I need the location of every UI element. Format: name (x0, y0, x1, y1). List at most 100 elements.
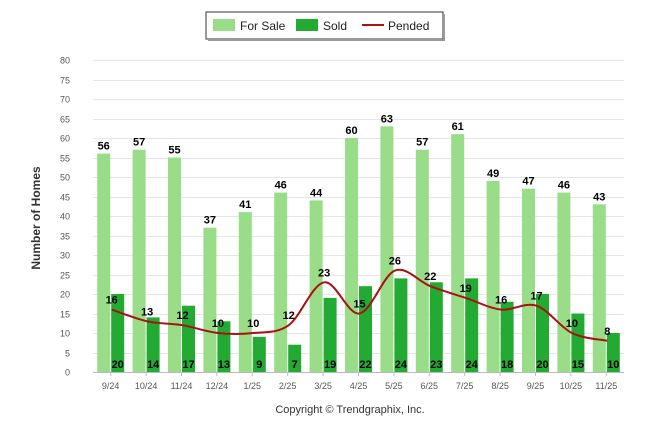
bar-for-sale (451, 134, 465, 372)
legend-box-shadow-bottom (208, 39, 445, 41)
y-tick-label: 60 (60, 134, 70, 144)
bar-for-sale (380, 126, 394, 372)
label-sold: 7 (292, 359, 298, 371)
bar-sold (394, 278, 408, 372)
x-tick-label: 11/24 (171, 381, 193, 391)
label-for-sale: 63 (381, 113, 393, 125)
x-tick-label: 4/25 (350, 381, 368, 391)
legend-swatch-for-sale (213, 19, 235, 31)
label-sold: 20 (536, 359, 548, 371)
bar-for-sale (592, 204, 606, 372)
bar-for-sale (274, 192, 288, 372)
label-pended: 23 (318, 267, 330, 279)
y-axis-label: Number of Homes (29, 166, 43, 270)
bar-for-sale (522, 188, 535, 372)
label-for-sale: 46 (558, 180, 570, 192)
x-tick-label: 9/25 (527, 381, 545, 391)
label-pended: 15 (353, 299, 365, 311)
bar-sold (500, 301, 514, 372)
legend-label-pended: Pended (388, 19, 429, 33)
y-tick-label: 20 (60, 290, 70, 300)
label-sold: 19 (324, 359, 336, 371)
label-pended: 10 (247, 318, 259, 330)
label-pended: 8 (604, 326, 610, 338)
label-for-sale: 60 (345, 125, 357, 137)
x-tick-label: 1/25 (244, 381, 262, 391)
label-for-sale: 57 (416, 137, 428, 149)
label-for-sale: 56 (98, 141, 110, 153)
bars (97, 126, 620, 372)
pended-series-line (111, 268, 608, 342)
label-sold: 20 (112, 359, 124, 371)
label-sold: 14 (147, 359, 160, 371)
x-tick-label: 5/25 (385, 381, 403, 391)
x-tick-label: 8/25 (491, 381, 509, 391)
label-for-sale: 61 (452, 121, 464, 133)
y-tick-label: 70 (60, 95, 70, 105)
label-pended: 26 (389, 256, 401, 268)
x-tick-label: 7/25 (456, 381, 474, 391)
label-sold: 18 (501, 359, 513, 371)
label-for-sale: 44 (310, 187, 323, 199)
label-pended: 12 (176, 310, 188, 322)
grid-lines (93, 60, 624, 373)
x-tick-label: 12/24 (206, 381, 229, 391)
label-pended: 13 (141, 306, 153, 318)
y-tick-label: 25 (60, 271, 70, 281)
label-for-sale: 46 (275, 180, 287, 192)
label-sold: 22 (359, 359, 371, 371)
legend-swatch-sold (296, 19, 318, 31)
label-for-sale: 37 (204, 215, 216, 227)
label-sold: 9 (256, 359, 262, 371)
label-for-sale: 55 (168, 145, 180, 157)
pended-line (111, 268, 608, 342)
label-pended: 16 (106, 295, 118, 307)
y-tick-label: 5 (65, 349, 70, 359)
bar-for-sale (557, 192, 571, 372)
label-sold: 15 (572, 359, 584, 371)
legend: For Sale Sold Pended (205, 11, 445, 41)
y-tick-label: 30 (60, 251, 70, 261)
x-tick-label: 6/25 (421, 381, 439, 391)
bar-sold (323, 297, 337, 372)
bar-sold (606, 333, 620, 372)
x-tick-label: 11/25 (595, 381, 617, 391)
bar-sold (182, 305, 195, 372)
y-tick-label: 40 (60, 212, 70, 222)
y-tick-label: 80 (60, 56, 70, 66)
label-pended: 19 (460, 283, 472, 295)
y-axis-ticks: 0 5 10 15 20 25 30 35 40 45 50 55 60 65 70 75 80 (60, 56, 70, 378)
label-sold: 17 (182, 359, 194, 371)
bar-for-sale (345, 138, 358, 372)
legend-label-sold: Sold (323, 19, 347, 33)
bar-for-sale (486, 180, 500, 372)
data-labels: 56 20 57 14 55 17 37 13 41 9 46 7 44 19 60 22 63 24 57 23 61… (98, 113, 620, 371)
x-tick-label: 10/25 (560, 381, 583, 391)
bar-sold (571, 313, 585, 372)
bar-for-sale (203, 227, 217, 372)
bar-sold (288, 344, 302, 372)
y-tick-label: 50 (60, 173, 70, 183)
bar-sold (536, 294, 549, 372)
x-tick-label: 10/24 (135, 381, 158, 391)
label-for-sale: 47 (522, 176, 534, 188)
label-for-sale: 41 (239, 199, 251, 211)
bar-for-sale (168, 157, 181, 372)
label-for-sale: 43 (593, 191, 605, 203)
label-sold: 24 (395, 359, 408, 371)
copyright-footer: Copyright © Trendgraphix, Inc. (275, 404, 424, 416)
bar-for-sale (415, 149, 429, 372)
label-sold: 24 (466, 359, 479, 371)
label-for-sale: 49 (487, 168, 499, 180)
label-sold: 23 (430, 359, 442, 371)
label-sold: 13 (218, 359, 230, 371)
y-tick-label: 75 (60, 76, 70, 86)
bar-for-sale (309, 200, 323, 372)
label-pended: 10 (212, 318, 224, 330)
x-axis-ticks: 9/24 10/24 11/24 12/24 1/25 2/25 3/25 4/25 5/25 6… (102, 372, 617, 391)
label-pended: 16 (495, 295, 507, 307)
bar-for-sale (132, 149, 146, 372)
label-sold: 10 (607, 359, 619, 371)
label-pended: 22 (424, 271, 436, 283)
